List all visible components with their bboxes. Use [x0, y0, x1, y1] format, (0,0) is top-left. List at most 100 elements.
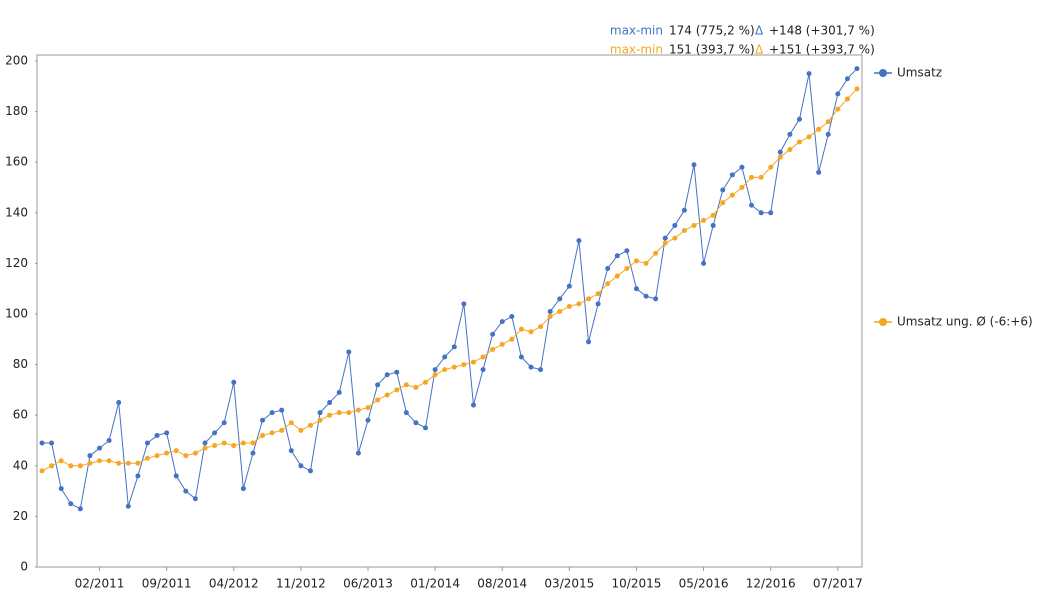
- data-point: [125, 503, 131, 509]
- data-point: [586, 339, 592, 345]
- data-point: [106, 458, 112, 464]
- data-point: [58, 458, 64, 464]
- data-point: [633, 258, 639, 264]
- data-point: [816, 169, 822, 175]
- data-point: [749, 174, 755, 180]
- data-point: [768, 164, 774, 170]
- data-point: [231, 443, 237, 449]
- x-tick-label: 10/2015: [612, 577, 662, 591]
- data-point: [144, 455, 150, 461]
- data-point: [279, 407, 285, 413]
- legend-label: Umsatz ung. Ø (-6:+6): [897, 315, 1033, 329]
- data-point: [566, 283, 572, 289]
- data-point: [97, 445, 103, 451]
- data-point: [796, 139, 802, 145]
- data-point: [154, 432, 160, 438]
- legend-label: Umsatz: [897, 66, 942, 80]
- data-point: [250, 440, 256, 446]
- data-point: [576, 301, 582, 307]
- data-point: [787, 147, 793, 153]
- data-point: [413, 420, 419, 426]
- data-point: [451, 344, 457, 350]
- x-tick-label: 11/2012: [276, 577, 326, 591]
- legend-marker: [879, 318, 887, 326]
- data-point: [221, 420, 227, 426]
- data-point: [221, 440, 227, 446]
- data-point: [403, 382, 409, 388]
- data-point: [672, 235, 678, 241]
- data-point: [269, 430, 275, 436]
- data-point: [691, 222, 697, 228]
- data-point: [336, 389, 342, 395]
- data-point: [116, 460, 122, 466]
- annotation-delta-symbol: Δ: [755, 24, 764, 38]
- data-point: [144, 440, 150, 446]
- data-point: [470, 402, 476, 408]
- data-point: [643, 293, 649, 299]
- data-point: [260, 432, 266, 438]
- data-point: [202, 440, 208, 446]
- data-point: [825, 119, 831, 125]
- data-point: [49, 440, 55, 446]
- data-point: [384, 392, 390, 398]
- data-point: [461, 301, 467, 307]
- data-point: [87, 453, 93, 459]
- x-tick-label: 08/2014: [477, 577, 527, 591]
- data-point: [106, 438, 112, 443]
- data-point: [327, 412, 333, 418]
- data-point: [298, 427, 304, 433]
- data-point: [240, 486, 246, 492]
- data-point: [653, 296, 659, 302]
- data-point: [758, 174, 764, 180]
- data-point: [844, 76, 850, 82]
- data-point: [768, 210, 774, 216]
- data-point: [729, 192, 735, 198]
- data-point: [681, 228, 687, 234]
- x-tick-label: 03/2015: [544, 577, 594, 591]
- plot-frame: [36, 54, 863, 568]
- data-point: [470, 359, 476, 365]
- data-point: [97, 458, 103, 464]
- data-point: [442, 354, 448, 360]
- data-point: [701, 217, 707, 223]
- data-point: [231, 379, 237, 385]
- x-tick-label: 05/2016: [679, 577, 729, 591]
- data-point: [499, 319, 505, 325]
- data-point: [58, 486, 64, 492]
- data-point: [432, 367, 438, 373]
- data-point: [327, 400, 333, 406]
- data-point: [509, 336, 515, 342]
- data-point: [173, 448, 179, 454]
- data-point: [77, 463, 83, 469]
- series-line: [42, 68, 858, 510]
- x-tick-label: 09/2011: [142, 577, 192, 591]
- y-tick-label: 0: [20, 560, 28, 574]
- data-point: [298, 463, 304, 469]
- data-point: [307, 468, 313, 474]
- data-point: [164, 430, 170, 436]
- data-point: [739, 185, 745, 190]
- data-point: [346, 349, 352, 355]
- data-point: [317, 417, 323, 423]
- data-point: [212, 443, 218, 449]
- data-point: [547, 314, 553, 320]
- data-point: [566, 303, 572, 309]
- annotation-delta-text: +148 (+301,7 %): [769, 24, 875, 38]
- data-point: [586, 296, 592, 302]
- series-line: [41, 88, 858, 472]
- data-point: [375, 397, 381, 403]
- data-point: [87, 460, 93, 466]
- data-point: [720, 187, 726, 193]
- x-tick-label: 06/2013: [343, 577, 393, 591]
- data-point: [749, 202, 755, 208]
- data-point: [365, 405, 371, 411]
- data-point: [806, 134, 812, 140]
- data-point: [288, 448, 294, 454]
- y-tick-label: 20: [13, 509, 28, 523]
- data-point: [854, 86, 860, 92]
- data-point: [202, 445, 208, 451]
- data-point: [403, 410, 409, 416]
- data-point: [355, 450, 361, 456]
